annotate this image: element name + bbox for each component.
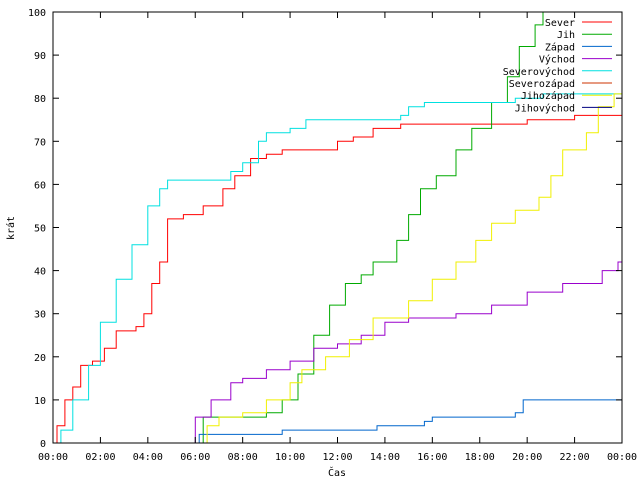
x-tick-label: 00:00: [607, 452, 637, 463]
y-tick-label: 100: [28, 8, 46, 19]
legend-label: Severozápad: [509, 78, 575, 90]
y-tick-label: 20: [34, 353, 46, 364]
ticks-layer: 0 10 20 30 40 50 60 70 80 90 100 00:00 02:00 04:00 06:…: [28, 8, 637, 463]
x-tick-label: 16:00: [417, 452, 447, 463]
legend-label: Sever: [545, 18, 575, 29]
y-tick-label: 50: [34, 224, 46, 235]
y-tick-label: 90: [34, 51, 46, 62]
y-tick-label: 60: [34, 180, 46, 191]
legend-label: Jih: [557, 30, 575, 41]
legend-label: Severovýchod: [503, 66, 575, 78]
x-tick-label: 02:00: [85, 452, 115, 463]
y-tick-label: 30: [34, 310, 46, 321]
y-tick-label: 80: [34, 94, 46, 105]
y-tick-label: 70: [34, 137, 46, 148]
x-tick-label: 18:00: [465, 452, 495, 463]
x-tick-label: 00:00: [38, 452, 68, 463]
legend-label: Jihozápad: [521, 90, 575, 102]
y-tick-label: 10: [34, 396, 46, 407]
y-tick-label: 0: [40, 439, 46, 450]
series-line-2: [195, 399, 622, 444]
x-tick-label: 06:00: [180, 452, 210, 463]
x-axis-label: Čas: [328, 466, 346, 479]
x-tick-label: 22:00: [560, 452, 590, 463]
x-tick-label: 20:00: [512, 452, 542, 463]
series-line-4: [53, 89, 623, 444]
x-tick-label: 04:00: [133, 452, 163, 463]
x-tick-label: 10:00: [275, 452, 305, 463]
series-line-6: [203, 93, 622, 444]
y-tick-label: 40: [34, 267, 46, 278]
legend-label: Východ: [539, 54, 575, 66]
series-layer: [53, 11, 623, 444]
legend: SeverJihZápadVýchodSeverovýchodSeverozáp…: [503, 18, 612, 114]
x-tick-label: 08:00: [228, 452, 258, 463]
x-tick-label: 12:00: [322, 452, 352, 463]
x-tick-label: 14:00: [370, 452, 400, 463]
legend-label: Jihovýchod: [515, 102, 575, 114]
legend-label: Západ: [545, 41, 575, 53]
y-axis-label: krát: [5, 216, 17, 240]
